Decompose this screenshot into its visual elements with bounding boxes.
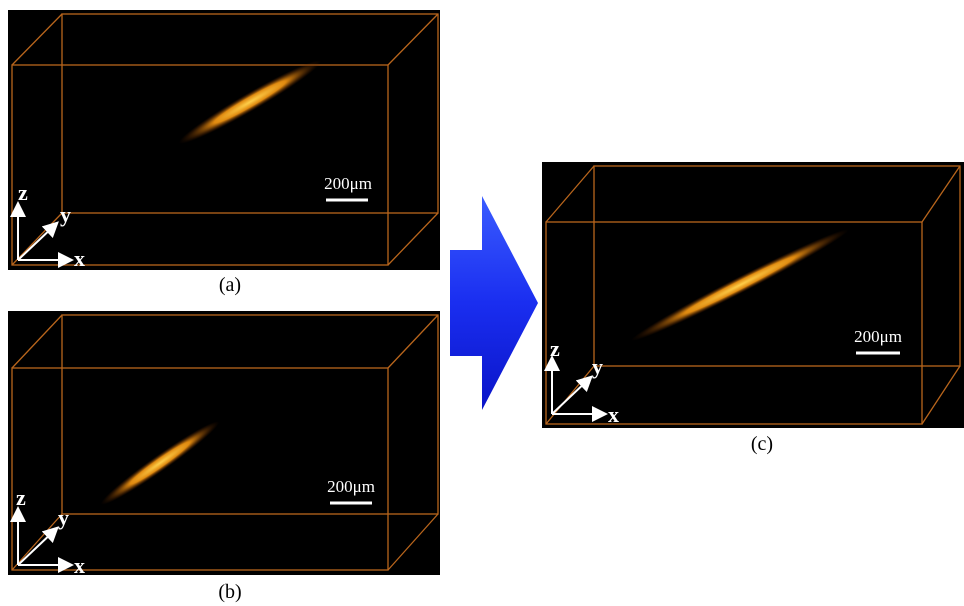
axis-x-label: x: [74, 246, 85, 271]
panel-bg: [8, 10, 440, 270]
axis-y-label: y: [60, 202, 71, 227]
panel-b: 200μm z y x: [8, 311, 440, 578]
transition-arrow: [450, 196, 538, 410]
panel-label: (b): [218, 581, 241, 603]
axis-y-label: y: [592, 354, 603, 379]
panel-bg: [542, 162, 964, 428]
axis-z-label: z: [16, 485, 26, 510]
panel-c: 200μm z y x: [542, 162, 964, 428]
figure: 200μm z y x (a) 200μm z y x (b) 200μm: [0, 0, 964, 606]
panel-label: (c): [751, 433, 773, 455]
scale-text: 200μm: [854, 327, 902, 346]
panel-label: (a): [219, 274, 241, 296]
axis-x-label: x: [74, 553, 85, 578]
axis-x-label: x: [608, 402, 619, 427]
axis-z-label: z: [550, 336, 560, 361]
scale-text: 200μm: [327, 477, 375, 496]
axis-z-label: z: [18, 180, 28, 205]
axis-y-label: y: [58, 505, 69, 530]
panel-a: 200μm z y x: [8, 10, 440, 271]
panel-bg: [8, 311, 440, 575]
scale-text: 200μm: [324, 174, 372, 193]
